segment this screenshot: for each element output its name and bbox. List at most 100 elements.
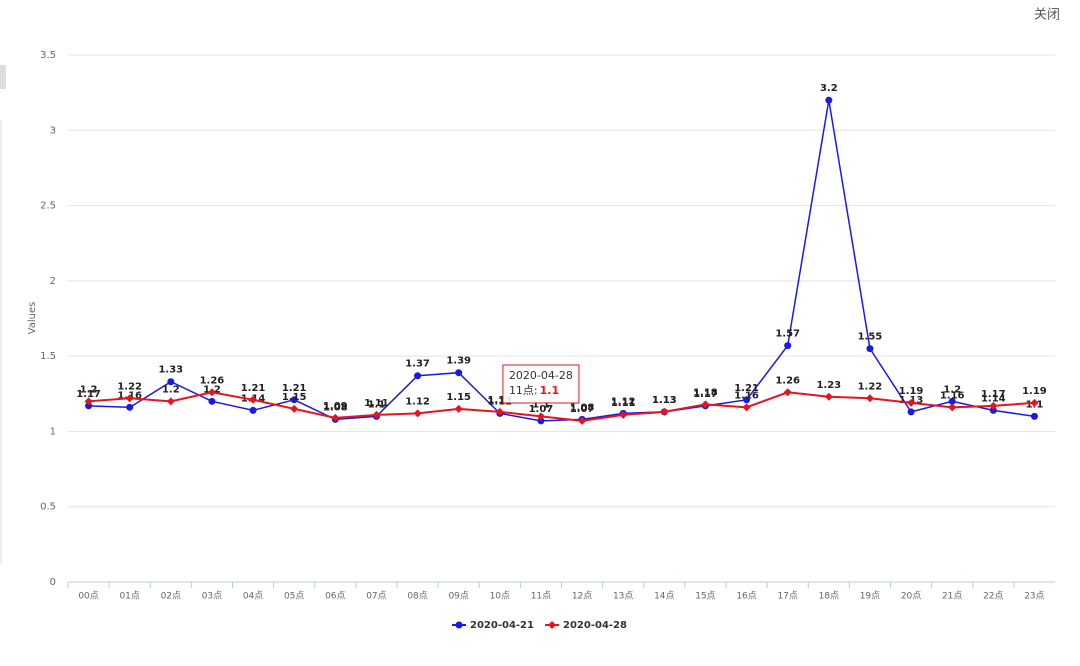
- x-tick-label: 09点: [448, 591, 468, 602]
- x-tick-label: 12点: [572, 591, 592, 602]
- data-label: 1.12: [487, 396, 512, 407]
- data-label: 1.16: [940, 390, 965, 401]
- data-label: 1.14: [981, 393, 1006, 404]
- y-tick-label: 1.5: [40, 351, 56, 362]
- data-label: 1.19: [1022, 386, 1047, 397]
- legend-label: 2020-04-28: [563, 620, 627, 631]
- line: [88, 391, 1035, 422]
- point: [249, 406, 257, 414]
- point: [701, 400, 710, 409]
- x-tick-label: 06点: [325, 591, 345, 602]
- point: [249, 395, 258, 404]
- data-label: 3.2: [820, 83, 838, 94]
- x-tick-label: 18点: [819, 591, 839, 602]
- point: [413, 409, 422, 418]
- y-axis-label: Values: [27, 302, 38, 335]
- data-label: 1.07: [529, 404, 554, 415]
- tooltip-box: [502, 364, 580, 404]
- point: [84, 397, 93, 406]
- x-tick-label: 21点: [942, 591, 962, 602]
- data-label: 1.19: [899, 386, 924, 397]
- data-label: 1.07: [570, 404, 595, 415]
- x-tick-label: 11点: [531, 591, 551, 602]
- x-tick-label: 04点: [243, 591, 263, 602]
- x-tick-label: 15点: [695, 591, 715, 602]
- point: [455, 621, 463, 629]
- x-tick-label: 01点: [119, 591, 139, 602]
- point: [989, 406, 997, 414]
- data-label: 1.17: [76, 389, 101, 400]
- point: [208, 397, 216, 405]
- point: [743, 396, 751, 404]
- data-label: 1.16: [734, 390, 759, 401]
- data-label: 1.26: [775, 375, 800, 386]
- data-label: 1.11: [611, 398, 636, 409]
- point: [414, 372, 422, 380]
- point: [126, 403, 134, 411]
- point: [125, 394, 134, 403]
- y-tick-label: 0: [50, 577, 56, 588]
- point: [454, 404, 463, 413]
- tooltip-value: 1.1: [540, 384, 560, 397]
- data-label: 1.13: [652, 395, 677, 406]
- data-label: 1.12: [611, 396, 636, 407]
- data-label: 1.21: [282, 383, 307, 394]
- data-label: 1.26: [200, 375, 225, 386]
- close-button[interactable]: 关闭: [1034, 8, 1060, 23]
- x-tick-label: 16点: [736, 591, 756, 602]
- x-tick-label: 13点: [613, 591, 633, 602]
- point: [495, 407, 504, 416]
- point: [372, 410, 381, 419]
- data-label: 1.22: [117, 381, 142, 392]
- data-label: 1.17: [693, 389, 718, 400]
- side-tab: [0, 65, 6, 89]
- x-tick-label: 23点: [1024, 591, 1044, 602]
- data-label: 1.55: [858, 332, 883, 343]
- data-label: 1.09: [323, 401, 348, 412]
- point: [207, 388, 216, 397]
- legend-label: 2020-04-21: [470, 620, 534, 631]
- data-label: 1.23: [816, 380, 841, 391]
- point: [290, 396, 298, 404]
- data-label: 1.13: [652, 395, 677, 406]
- point: [824, 392, 833, 401]
- x-tick-label: 10点: [490, 591, 510, 602]
- point: [865, 394, 874, 403]
- point: [907, 408, 915, 416]
- data-label: 1.37: [405, 359, 430, 370]
- point: [989, 401, 998, 410]
- point: [866, 345, 874, 353]
- tooltip-title: 2020-04-28: [509, 369, 573, 382]
- data-label: 1.15: [282, 392, 307, 403]
- x-tick-label: 22点: [983, 591, 1003, 602]
- point: [85, 402, 93, 410]
- x-tick-label: 19点: [860, 591, 880, 602]
- y-tick-label: 1: [50, 426, 56, 437]
- data-label: 1.2: [943, 384, 961, 395]
- y-tick-label: 0.5: [40, 502, 56, 513]
- data-label: 1.12: [405, 396, 430, 407]
- point: [537, 417, 545, 425]
- x-tick-label: 07点: [366, 591, 386, 602]
- point: [167, 378, 175, 386]
- data-label: 1.2: [80, 384, 98, 395]
- data-label: 1.2: [162, 384, 180, 395]
- x-tick-label: 02点: [161, 591, 181, 602]
- point: [166, 397, 175, 406]
- point: [825, 96, 833, 104]
- data-label: 1.1: [532, 399, 550, 410]
- point: [536, 412, 545, 421]
- data-label: 1.39: [446, 356, 471, 367]
- data-label: 1.21: [241, 383, 266, 394]
- point: [742, 403, 751, 412]
- data-label: 1.15: [446, 392, 471, 403]
- y-tick-label: 3.5: [40, 50, 56, 61]
- x-tick-label: 05点: [284, 591, 304, 602]
- point: [784, 342, 792, 350]
- data-label: 1.57: [775, 329, 800, 340]
- line: [88, 100, 1035, 422]
- x-tick-label: 00点: [78, 591, 98, 602]
- point: [783, 388, 792, 397]
- y-tick-label: 3: [50, 125, 56, 136]
- point: [948, 397, 956, 405]
